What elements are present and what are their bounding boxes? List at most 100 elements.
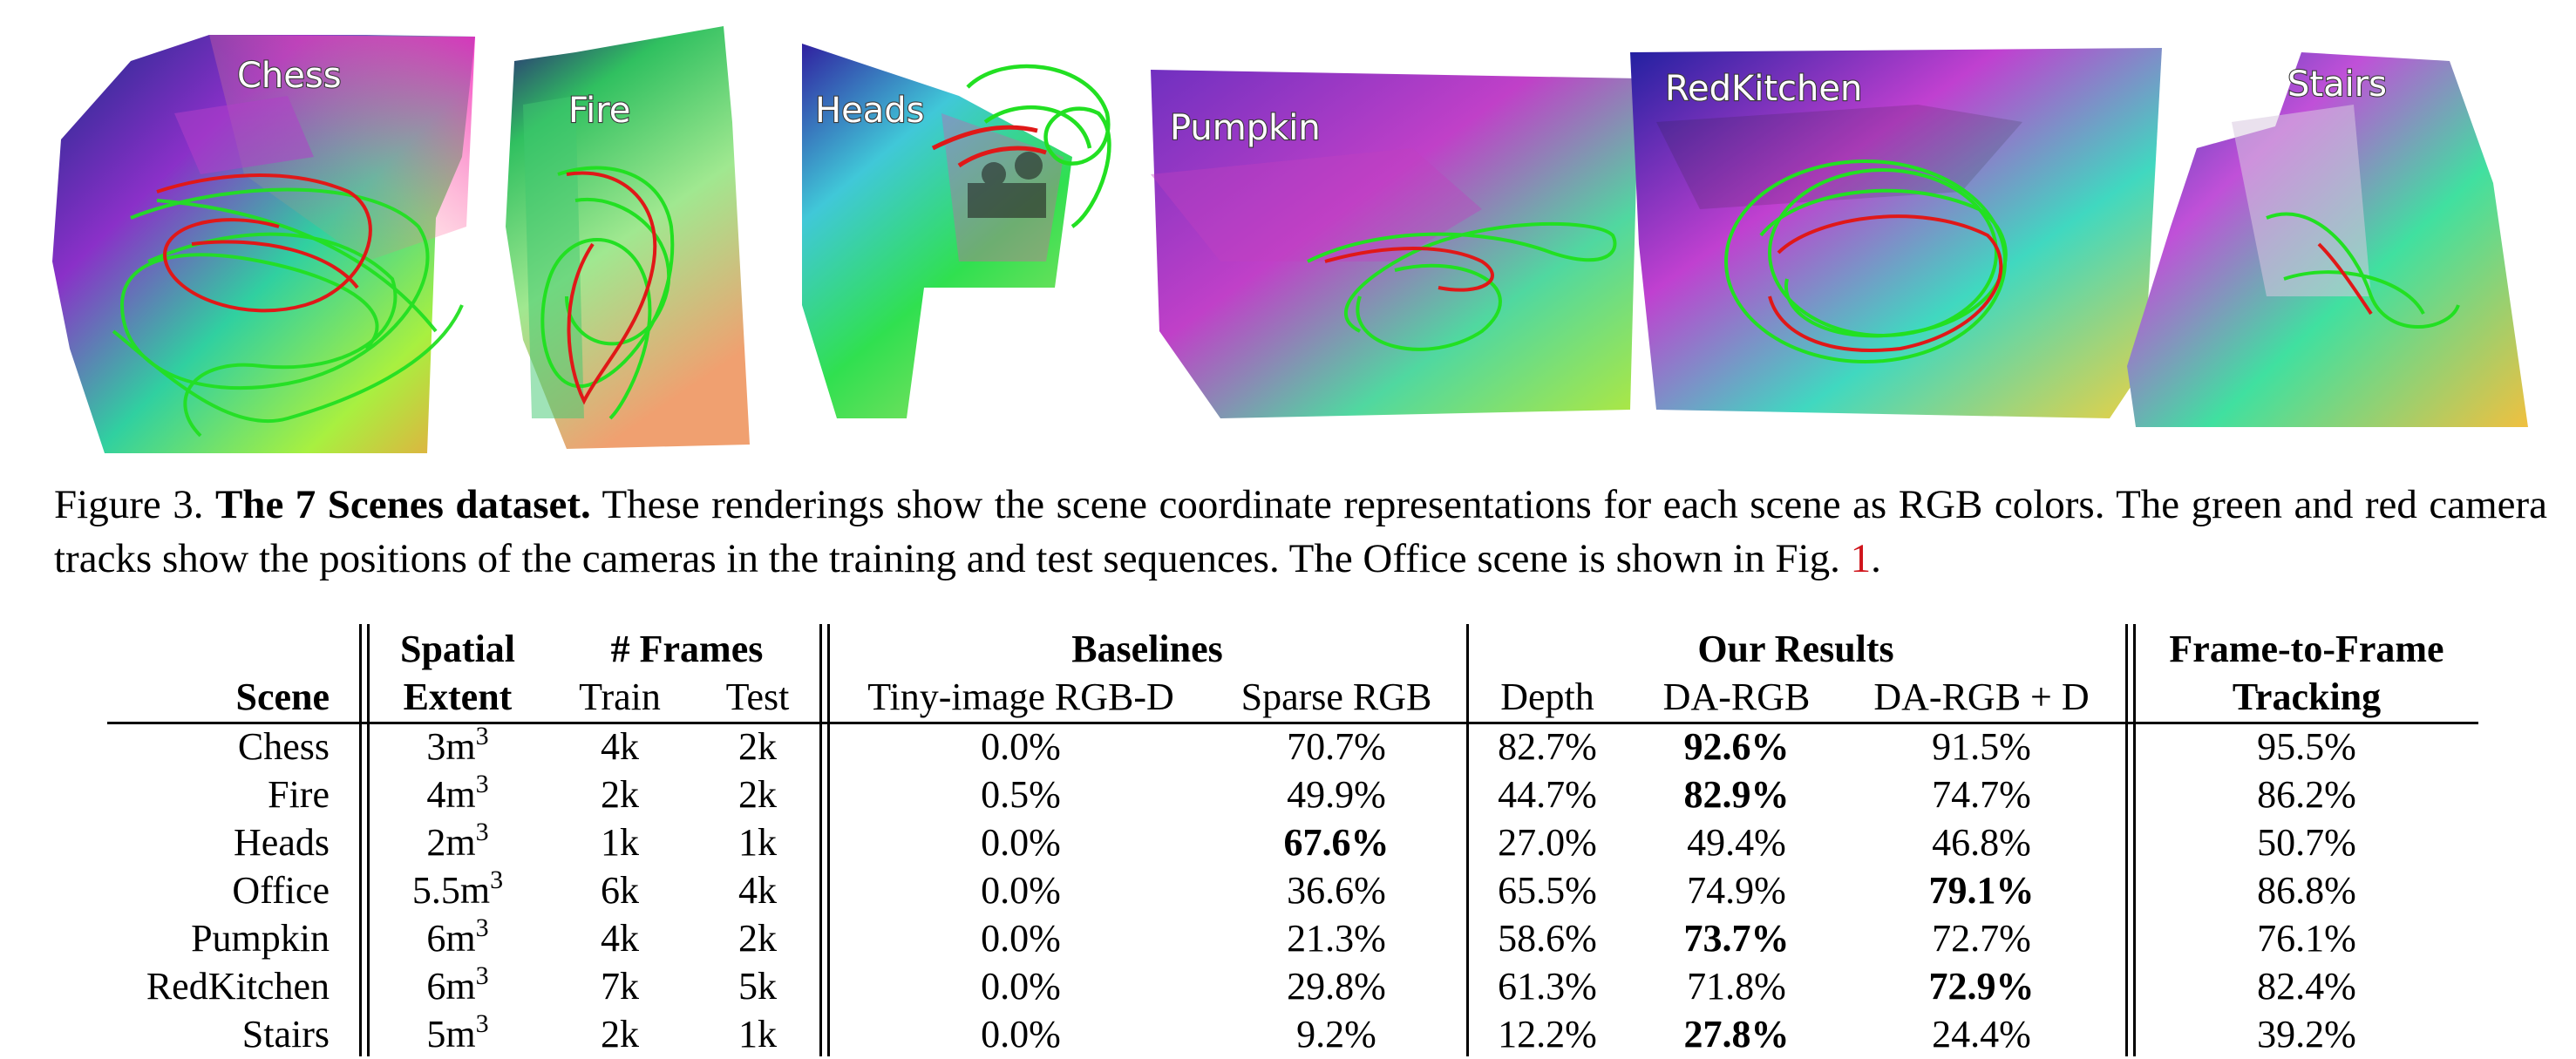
cell-train: 2k	[601, 773, 639, 816]
extent-unit: m	[445, 917, 476, 960]
cell-test: 2k	[738, 917, 777, 960]
cell-scene: Chess	[237, 725, 330, 768]
scene-pumpkin-render: Pumpkin	[1151, 70, 1639, 418]
cell-train: 2k	[601, 1013, 639, 1056]
cell-depth: 61.3%	[1498, 965, 1597, 1008]
extent-exponent: 3	[475, 818, 489, 846]
cell-tiny: 0.0%	[981, 917, 1061, 960]
cell-sparse: 29.8%	[1287, 965, 1386, 1008]
extent-exponent: 3	[475, 722, 489, 750]
cell-test: 1k	[738, 821, 777, 864]
cell-da-rgb-d: 46.8%	[1932, 821, 2031, 864]
cell-scene: RedKitchen	[146, 965, 330, 1008]
cell-test: 1k	[738, 1013, 777, 1056]
cell-scene: Fire	[268, 773, 330, 816]
caption-prefix: Figure 3.	[54, 482, 204, 527]
cell-extent: 3m3	[426, 723, 488, 770]
header-sparse: Sparse RGB	[1240, 675, 1432, 718]
cell-extent: 2m3	[426, 819, 488, 866]
cell-da-rgb: 73.7%	[1683, 917, 1790, 960]
table-rule-results-right	[2133, 624, 2136, 1056]
scene-label-redkitchen: RedKitchen	[1665, 69, 1862, 109]
cell-sparse: 70.7%	[1287, 725, 1386, 768]
header-spatial-bottom: Extent	[403, 675, 513, 718]
cell-sparse: 49.9%	[1287, 773, 1386, 816]
header-da-rgb: DA-RGB	[1662, 675, 1811, 718]
cell-f2f: 86.2%	[2257, 773, 2356, 816]
table-rule-scene-left	[359, 624, 362, 1056]
header-scene: Scene	[235, 675, 330, 718]
cell-depth: 82.7%	[1498, 725, 1597, 768]
cell-tiny: 0.0%	[981, 725, 1061, 768]
extent-value: 6	[426, 917, 446, 960]
table-rule-scene-right	[367, 624, 370, 1056]
cell-test: 4k	[738, 869, 777, 912]
cell-test: 2k	[738, 773, 777, 816]
cell-da-rgb-d: 74.7%	[1932, 773, 2031, 816]
extent-exponent: 3	[475, 1009, 489, 1038]
scene-redkitchen-render: RedKitchen	[1630, 48, 2162, 418]
scene-heads-render: Heads	[802, 44, 1111, 418]
figure-caption: Figure 3. The 7 Scenes dataset. These re…	[54, 478, 2547, 586]
cell-depth: 44.7%	[1498, 773, 1597, 816]
scene-label-stairs: Stairs	[2287, 64, 2387, 105]
scene-chess-render: Chess	[52, 35, 475, 453]
header-our-results: Our Results	[1697, 628, 1894, 670]
extent-unit: m	[445, 965, 476, 1008]
cell-da-rgb: 49.4%	[1687, 821, 1786, 864]
scene-label-heads: Heads	[815, 91, 924, 131]
header-f2f-top: Frame-to-Frame	[2169, 628, 2444, 670]
header-spatial-top: Spatial	[399, 628, 516, 670]
cell-da-rgb: 27.8%	[1683, 1013, 1790, 1056]
cell-sparse: 67.6%	[1283, 821, 1390, 864]
cell-train: 6k	[601, 869, 639, 912]
cell-f2f: 95.5%	[2257, 725, 2356, 768]
table-header-rule	[107, 722, 2478, 724]
cell-extent: 6m3	[426, 963, 488, 1010]
cell-train: 4k	[601, 725, 639, 768]
cell-f2f: 76.1%	[2257, 917, 2356, 960]
extent-exponent: 3	[475, 770, 489, 798]
table-rule-baselines	[1466, 624, 1469, 1056]
extent-value: 4	[426, 773, 446, 816]
header-f2f-bottom: Tracking	[2232, 675, 2382, 718]
cell-da-rgb: 71.8%	[1687, 965, 1786, 1008]
cell-train: 7k	[601, 965, 639, 1008]
cell-f2f: 39.2%	[2257, 1013, 2356, 1056]
extent-exponent: 3	[490, 866, 504, 894]
extent-exponent: 3	[475, 913, 489, 942]
cell-tiny: 0.0%	[981, 869, 1061, 912]
cell-depth: 65.5%	[1498, 869, 1597, 912]
cell-extent: 4m3	[426, 771, 488, 818]
cell-tiny: 0.0%	[981, 965, 1061, 1008]
cell-tiny: 0.0%	[981, 821, 1061, 864]
cell-scene: Heads	[234, 821, 330, 864]
cell-da-rgb-d: 79.1%	[1928, 869, 2035, 912]
extent-value: 2	[426, 821, 446, 864]
caption-figure-link[interactable]: 1	[1850, 536, 1872, 581]
header-test: Test	[725, 675, 790, 718]
extent-unit: m	[445, 725, 476, 768]
scene-label-chess: Chess	[237, 56, 342, 96]
caption-title: The 7 Scenes dataset.	[214, 482, 591, 527]
cell-sparse: 36.6%	[1287, 869, 1386, 912]
cell-da-rgb-d: 24.4%	[1932, 1013, 2031, 1056]
cell-scene: Pumpkin	[191, 917, 330, 960]
cell-da-rgb: 92.6%	[1683, 725, 1790, 768]
cell-da-rgb-d: 72.7%	[1932, 917, 2031, 960]
cell-tiny: 0.0%	[981, 1013, 1061, 1056]
cell-scene: Stairs	[241, 1013, 330, 1056]
header-train: Train	[579, 675, 661, 718]
extent-unit: m	[445, 773, 476, 816]
table-rule-results-left	[2125, 624, 2128, 1056]
extent-unit: m	[459, 869, 491, 912]
scene-renderings-strip: Chess Fire Heads	[0, 0, 2576, 471]
cell-sparse: 9.2%	[1296, 1013, 1376, 1056]
extent-value: 6	[426, 965, 446, 1008]
cell-da-rgb: 82.9%	[1683, 773, 1790, 816]
extent-value: 5.5	[411, 869, 460, 912]
header-da-rgb-d: DA-RGB + D	[1873, 675, 2090, 718]
cell-test: 2k	[738, 725, 777, 768]
cell-depth: 27.0%	[1498, 821, 1597, 864]
